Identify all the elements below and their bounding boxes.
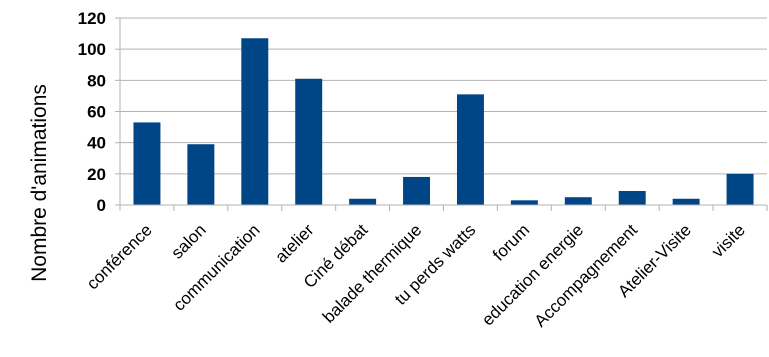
x-tick-label: visite — [708, 220, 749, 261]
y-tick-label: 20 — [87, 165, 106, 184]
bar — [403, 176, 431, 205]
bar — [456, 94, 484, 205]
bar — [510, 200, 538, 205]
y-tick-label: 40 — [87, 134, 106, 153]
bar — [133, 122, 161, 205]
y-tick-labels: 0 20 40 60 80 100 120 — [78, 9, 106, 215]
bars — [133, 38, 754, 206]
y-axis-label: Nombre d'animations — [28, 84, 51, 282]
x-tick-label: conférence — [83, 220, 156, 293]
y-tick-label: 60 — [87, 103, 106, 122]
x-tick-label: atelier — [271, 220, 317, 266]
gridlines — [120, 17, 767, 175]
bar — [618, 190, 646, 205]
y-tick-label: 80 — [87, 71, 106, 90]
axes — [115, 17, 768, 211]
bar — [726, 173, 754, 205]
bar — [241, 38, 269, 206]
x-tick-label: balade thermique — [319, 220, 425, 326]
y-tick-label: 0 — [97, 196, 106, 215]
bar — [295, 78, 323, 205]
x-tick-label: education energie — [478, 220, 587, 329]
x-tick-label: forum — [489, 220, 533, 264]
bar — [564, 197, 592, 205]
bar — [349, 198, 377, 205]
bar — [672, 198, 700, 205]
x-tick-label: salon — [168, 220, 210, 262]
x-tick-label: Accompagnement — [531, 220, 642, 331]
y-tick-label: 100 — [78, 40, 106, 59]
y-tick-label: 120 — [78, 9, 106, 28]
bar — [187, 144, 215, 205]
